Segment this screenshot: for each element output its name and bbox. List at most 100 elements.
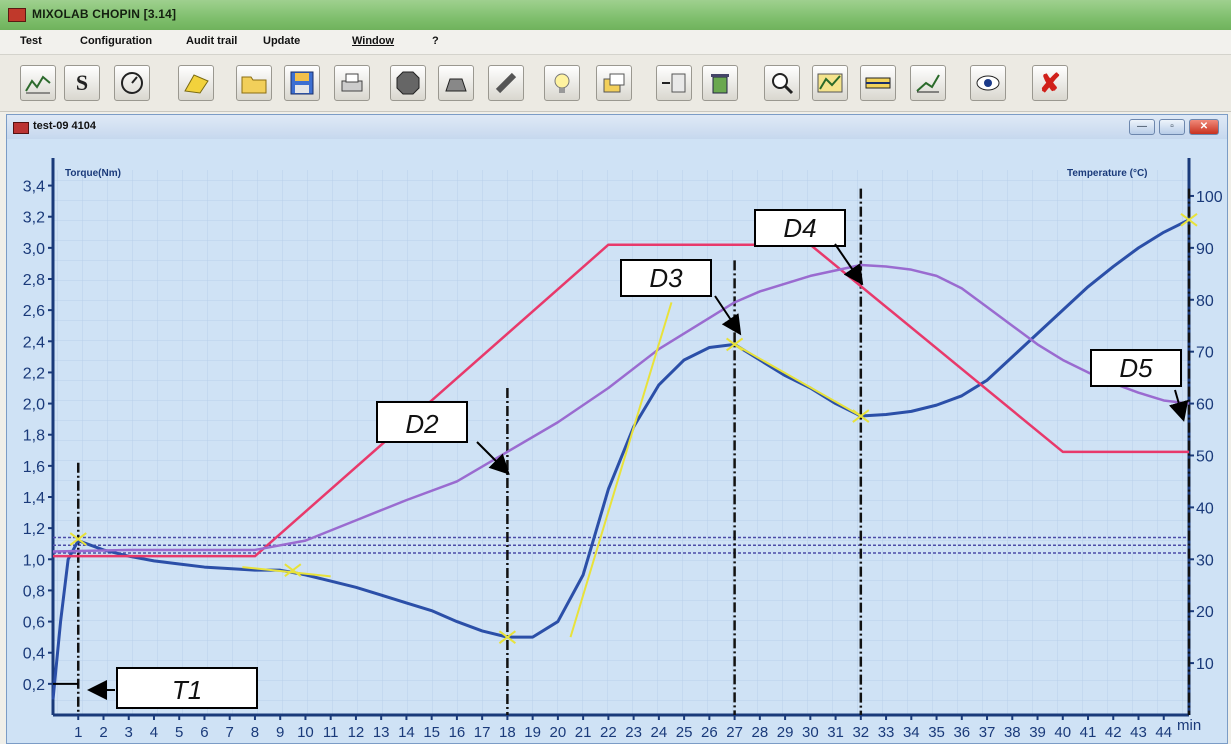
x-tick-label: 14 — [398, 724, 415, 741]
x-tick-label: 16 — [449, 724, 466, 741]
menu-help[interactable]: ? — [432, 35, 439, 47]
x-tick-label: 30 — [802, 724, 819, 741]
y-right-tick-label: 30 — [1196, 552, 1214, 569]
y-left-tick-label: 1,6 — [23, 459, 45, 476]
app-icon — [8, 8, 26, 22]
menu-audit-trail[interactable]: Audit trail — [186, 35, 238, 47]
y-right-tick-label: 20 — [1196, 604, 1214, 621]
yellow-point-marker — [1180, 213, 1198, 227]
x-tick-label: 44 — [1155, 724, 1172, 741]
menu-window[interactable]: Window — [352, 35, 395, 47]
axis-icon[interactable] — [910, 65, 946, 101]
x-tick-label: 7 — [226, 724, 234, 741]
trash-icon[interactable] — [702, 65, 738, 101]
y-left-tick-label: 1,2 — [23, 521, 45, 538]
y-left-tick-label: 0,8 — [23, 583, 45, 600]
y-left-tick-label: 1,0 — [23, 552, 45, 569]
y-left-tick-label: 3,4 — [23, 179, 45, 196]
x-tick-label: 31 — [827, 724, 844, 741]
x-tick-label: 11 — [323, 724, 339, 741]
scale-icon[interactable] — [438, 65, 474, 101]
gauge-icon[interactable] — [114, 65, 150, 101]
marker-label: D5 — [1119, 353, 1153, 383]
y-right-tick-label: 100 — [1196, 189, 1223, 206]
export-icon[interactable] — [596, 65, 632, 101]
left-axis-label: Torque(Nm) — [65, 168, 121, 179]
right-axis-label: Temperature (°C) — [1067, 168, 1148, 179]
marker-label: D3 — [649, 263, 683, 293]
x-tick-label: 4 — [150, 724, 158, 741]
chart-icon[interactable] — [20, 65, 56, 101]
mixolab-chart: 0,2 0,4 0,6 0,8 1,0 1,2 1,4 1,6 1,8 2,0 2,2 2,4 2,6 2… — [23, 158, 1223, 741]
x-tick-label: 5 — [175, 724, 183, 741]
x-tick-label: 39 — [1029, 724, 1046, 741]
tangent-line — [734, 343, 862, 417]
y-right-tick-label: 40 — [1196, 500, 1214, 517]
series-line — [52, 263, 1190, 553]
y-left-tick-label: 3,0 — [23, 241, 45, 258]
ruler-icon[interactable] — [488, 65, 524, 101]
print-icon[interactable] — [334, 65, 370, 101]
x-axis-unit: min — [1177, 717, 1201, 734]
x-tick-label: 34 — [903, 724, 920, 741]
y-left-tick-label: 1,4 — [23, 490, 45, 507]
marker-label: D2 — [405, 409, 439, 439]
y-right-tick-label: 80 — [1196, 293, 1214, 310]
y-left-tick-label: 3,2 — [23, 210, 45, 227]
x-tick-label: 25 — [676, 724, 693, 741]
y-left-tick-label: 2,2 — [23, 365, 45, 382]
test-subwindow: test-09 4104 — ▫ ✕ 0,2 0,4 0,6 0,8 1,0 1,2 1,4… — [6, 114, 1228, 744]
x-tick-label: 12 — [348, 724, 365, 741]
zoom-icon[interactable] — [764, 65, 800, 101]
x-tick-label: 20 — [550, 724, 567, 741]
x-tick-label: 42 — [1105, 724, 1122, 741]
x-tick-label: 41 — [1080, 724, 1097, 741]
marker-arrow — [834, 243, 864, 286]
stop-icon[interactable] — [390, 65, 426, 101]
yellow-point-marker — [498, 630, 516, 644]
window-title: MIXOLAB CHOPIN [3.14] — [32, 7, 177, 21]
folder-icon[interactable] — [236, 65, 272, 101]
x-tick-label: 36 — [953, 724, 970, 741]
tangent-line — [242, 566, 331, 578]
y-left-tick-label: 2,6 — [23, 303, 45, 320]
close-button[interactable]: ✕ — [1189, 119, 1219, 135]
marker-label: D4 — [783, 213, 816, 243]
close-red-icon[interactable]: ✘ — [1032, 65, 1068, 101]
note-icon[interactable] — [178, 65, 214, 101]
x-tick-label: 1 — [74, 724, 82, 741]
bulb-icon[interactable] — [544, 65, 580, 101]
x-tick-label: 40 — [1054, 724, 1071, 741]
save-icon[interactable] — [284, 65, 320, 101]
s-icon[interactable]: S — [64, 65, 100, 101]
menu-test[interactable]: Test — [20, 35, 42, 47]
import-icon[interactable] — [656, 65, 692, 101]
marker-box — [116, 667, 258, 709]
series-line — [53, 243, 1189, 558]
x-tick-label: 27 — [726, 724, 743, 741]
y-right-tick-label: 10 — [1196, 656, 1214, 673]
marker-box — [754, 209, 846, 247]
restore-button[interactable]: ▫ — [1159, 119, 1185, 135]
x-tick-label: 35 — [928, 724, 945, 741]
x-tick-label: 6 — [200, 724, 208, 741]
x-tick-label: 21 — [575, 724, 592, 741]
x-tick-label: 13 — [373, 724, 390, 741]
x-tick-label: 38 — [1004, 724, 1021, 741]
x-tick-label: 17 — [474, 724, 491, 741]
yellow-point-marker — [284, 563, 302, 577]
y-right-tick-label: 70 — [1196, 345, 1214, 362]
plot-area — [53, 170, 1189, 715]
series-line — [51, 218, 1190, 700]
menu-update[interactable]: Update — [263, 35, 301, 47]
marker-arrow — [476, 441, 510, 475]
menu-configuration[interactable]: Configuration — [80, 35, 153, 47]
curves-icon[interactable] — [812, 65, 848, 101]
x-tick-label: 2 — [99, 724, 107, 741]
y-left-tick-label: 0,4 — [23, 646, 45, 663]
menu-bar: Test Configuration Audit trail Update Wi… — [0, 30, 1231, 55]
minimize-button[interactable]: — — [1129, 119, 1155, 135]
x-tick-label: 10 — [297, 724, 314, 741]
view-icon[interactable] — [970, 65, 1006, 101]
bar-icon[interactable] — [860, 65, 896, 101]
